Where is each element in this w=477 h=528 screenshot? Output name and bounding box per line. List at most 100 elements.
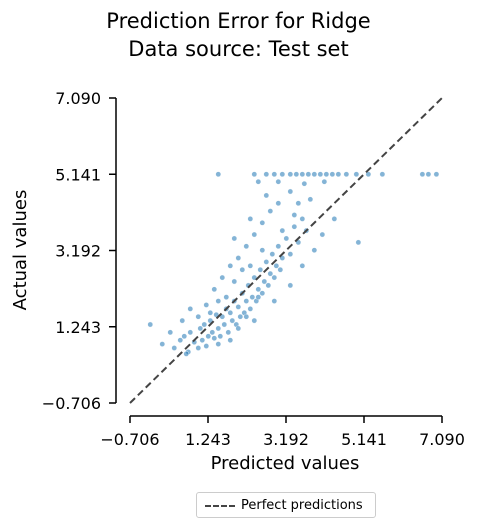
data-point <box>215 171 222 178</box>
scatter-points <box>147 171 440 357</box>
perfect-prediction-line <box>129 97 443 404</box>
data-point <box>259 290 266 297</box>
data-point <box>231 278 238 285</box>
data-point <box>235 304 242 310</box>
data-point <box>227 263 234 269</box>
data-point <box>227 337 234 343</box>
data-point <box>247 263 254 269</box>
data-point <box>227 309 234 316</box>
data-point <box>299 216 306 222</box>
data-point <box>365 171 372 178</box>
data-point <box>299 171 306 178</box>
data-point <box>203 302 210 308</box>
data-point <box>225 329 232 336</box>
data-point <box>317 171 324 178</box>
data-point <box>263 259 270 265</box>
data-point <box>203 343 210 349</box>
data-point <box>177 337 184 343</box>
data-point <box>267 208 274 214</box>
data-point <box>255 294 262 300</box>
data-point <box>311 247 318 253</box>
data-point <box>251 317 258 324</box>
chart-title: Prediction Error for Ridge <box>106 9 371 33</box>
data-point <box>299 263 306 269</box>
data-point <box>287 171 294 178</box>
data-point <box>343 171 350 178</box>
data-point <box>425 171 432 178</box>
data-point <box>251 171 258 178</box>
data-point <box>243 298 250 304</box>
data-point <box>195 345 202 351</box>
data-point <box>329 171 336 178</box>
y-tick-label: −0.706 <box>42 394 101 413</box>
data-point <box>419 171 426 178</box>
data-point <box>171 345 178 351</box>
data-point <box>331 216 338 222</box>
data-point <box>217 333 224 340</box>
data-point <box>271 274 278 281</box>
legend-dash-icon <box>205 505 235 507</box>
y-tick-label: 7.090 <box>55 89 101 108</box>
data-point <box>219 274 226 281</box>
data-point <box>243 243 250 250</box>
y-tick-label: 1.243 <box>55 318 101 337</box>
data-point <box>319 231 326 238</box>
data-point <box>265 282 272 289</box>
data-point <box>291 212 298 218</box>
data-point <box>307 196 314 203</box>
data-point <box>237 313 244 320</box>
data-point <box>221 321 228 328</box>
data-point <box>279 227 286 234</box>
data-point <box>355 239 362 246</box>
data-point <box>287 188 294 195</box>
y-axis-label: Actual values <box>10 190 31 311</box>
data-point <box>249 294 256 300</box>
data-point <box>243 313 250 320</box>
data-point <box>275 243 282 250</box>
data-point <box>283 235 290 242</box>
data-point <box>273 263 280 269</box>
data-point <box>271 171 278 178</box>
data-point <box>187 306 194 312</box>
data-point <box>311 171 318 178</box>
data-point <box>293 171 300 178</box>
data-point <box>255 178 262 185</box>
data-point <box>247 306 254 312</box>
data-point <box>195 313 202 320</box>
data-point <box>287 282 294 289</box>
data-point <box>251 231 258 238</box>
chart-subtitle: Data source: Test set <box>128 37 349 61</box>
data-point <box>255 286 262 293</box>
data-point <box>239 266 246 273</box>
data-point <box>207 309 214 316</box>
data-point <box>275 178 282 185</box>
data-point <box>215 325 222 332</box>
data-point <box>295 200 302 207</box>
x-tick-label: 7.090 <box>419 430 465 449</box>
legend: Perfect predictions <box>196 492 376 518</box>
data-point <box>353 171 360 178</box>
data-point <box>223 294 230 300</box>
data-point <box>205 333 212 340</box>
data-point <box>263 171 270 178</box>
data-point <box>263 192 270 199</box>
data-point <box>277 266 284 273</box>
data-point <box>215 341 222 347</box>
data-point <box>201 321 208 328</box>
y-tick-label: 3.192 <box>55 242 101 261</box>
data-point <box>235 325 242 332</box>
y-tick-label: 5.141 <box>55 165 101 184</box>
data-point <box>187 329 194 336</box>
data-point <box>247 216 254 222</box>
data-point <box>267 270 274 277</box>
data-point <box>159 341 166 347</box>
x-tick-label: −0.706 <box>100 430 159 449</box>
data-point <box>379 171 386 178</box>
data-point <box>433 171 440 178</box>
data-point <box>179 317 186 324</box>
data-point <box>323 171 330 178</box>
data-point <box>259 220 266 226</box>
data-point <box>181 333 188 340</box>
data-point <box>335 171 342 178</box>
